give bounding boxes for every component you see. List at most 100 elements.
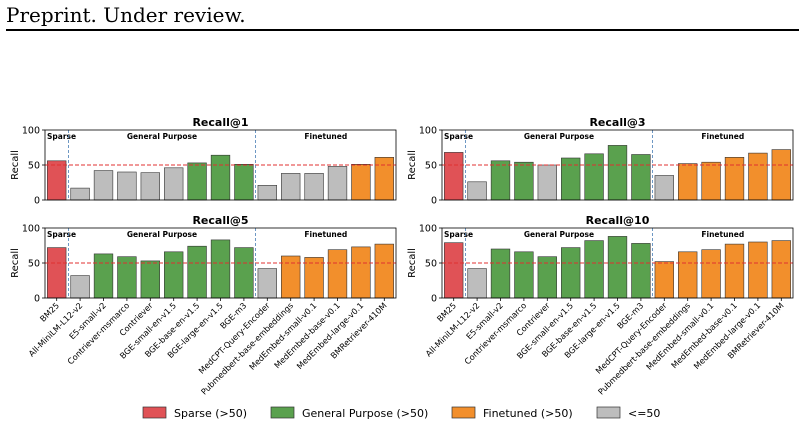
recall-1-bar-9 <box>234 164 254 201</box>
recall-3-ylabel: Recall <box>407 150 418 180</box>
recall-1-bar-12 <box>304 173 324 201</box>
recall-5-group-label-finetuned: Finetuned <box>304 230 347 239</box>
recall-10-group-label-finetuned: Finetuned <box>701 230 744 239</box>
recall-10-bar-7 <box>584 240 604 299</box>
recall-5-bar-10 <box>257 268 277 299</box>
legend-label-1: Sparse (>50) <box>174 407 247 420</box>
recall-5-ytick-label: 0 <box>34 294 40 305</box>
recall-1-group-label-finetuned: Finetuned <box>304 132 347 141</box>
recall-3-bar-6 <box>561 157 581 201</box>
recall-5-bar-2 <box>70 275 90 299</box>
recall-3-ytick-label: 50 <box>425 161 437 172</box>
recall-10-bar-6 <box>561 247 581 299</box>
recall-1-title: Recall@1 <box>192 116 248 129</box>
recall-10-bar-1 <box>444 242 464 299</box>
recall-1-bar-6 <box>164 167 184 201</box>
recall-5-bar-3 <box>93 253 114 299</box>
recall-10-group-label-sparse: Sparse <box>444 230 473 239</box>
recall-1-ytick-label: 0 <box>34 196 40 207</box>
recall-1-group-label-general: General Purpose <box>127 132 197 141</box>
recall-10-bar-10 <box>654 261 674 299</box>
recall-3-bar-1 <box>444 152 464 201</box>
recall-5-bar-9 <box>234 247 254 299</box>
recall-1-bar-7 <box>187 162 207 201</box>
recall-5-title: Recall@5 <box>192 214 248 227</box>
recall-1-bar-14 <box>351 164 371 201</box>
recall-3-bar-11 <box>678 163 698 201</box>
recall-10-ytick-label: 50 <box>425 259 437 270</box>
recall-10-title: Recall@10 <box>586 214 650 227</box>
legend-swatch-3 <box>451 406 476 419</box>
header-text: Preprint. Under review. <box>6 3 246 27</box>
recall-5-ytick-label: 100 <box>22 224 40 235</box>
recall-10-bar-14 <box>748 241 768 299</box>
recall-3-bar-12 <box>701 161 721 201</box>
recall-3-bar-10 <box>654 175 674 201</box>
recall-5-bar-7 <box>187 245 207 299</box>
recall-3-bar-9 <box>631 154 651 201</box>
recall-10-ylabel: Recall <box>407 248 418 278</box>
recall-1-bar-10 <box>257 185 277 201</box>
recall-1-bar-4 <box>117 171 137 201</box>
recall-5-bar-8 <box>210 239 231 299</box>
recall-3-title: Recall@3 <box>589 116 645 129</box>
recall-10-bar-12 <box>701 249 721 299</box>
recall-10-bar-8 <box>607 236 628 299</box>
recall-3-bar-4 <box>514 161 534 201</box>
recall-3-bar-3 <box>490 160 511 201</box>
recall-1-group-label-sparse: Sparse <box>47 132 76 141</box>
recall-3-axes-frame <box>441 129 794 201</box>
page-header: Preprint. Under review. <box>0 0 804 34</box>
recall-10-bar-2 <box>467 268 487 299</box>
recall-1-bar-8 <box>210 154 231 201</box>
recall-10-group-label-general: General Purpose <box>524 230 594 239</box>
recall-1-ytick-label: 50 <box>28 161 40 172</box>
recall-5-ytick-label: 50 <box>28 259 40 270</box>
recall-10-bar-4 <box>514 251 534 299</box>
recall-5-bar-14 <box>351 246 371 299</box>
header-rule <box>6 29 799 31</box>
recall-3-ytick-label: 0 <box>431 196 437 207</box>
recall-1-bar-2 <box>70 187 90 201</box>
recall-5-bar-15 <box>374 243 394 299</box>
legend-swatch-2 <box>270 406 295 419</box>
recall-10-bar-13 <box>724 243 745 299</box>
recall-10-ytick-label: 100 <box>419 224 437 235</box>
recall-1-ytick-label: 100 <box>22 126 40 137</box>
recall-5-bar-5 <box>140 260 160 299</box>
recall-3-bar-5 <box>537 164 557 201</box>
recall-5-bar-6 <box>164 251 184 299</box>
recall-1-bar-5 <box>140 172 160 201</box>
recall-1-bar-1 <box>47 160 67 201</box>
recall-10-bar-15 <box>771 240 791 299</box>
recall-3-group-label-finetuned: Finetuned <box>701 132 744 141</box>
legend-label-3: Finetuned (>50) <box>483 407 573 420</box>
recall-5-group-label-sparse: Sparse <box>47 230 76 239</box>
recall-10-bar-11 <box>678 251 698 299</box>
recall-5-bar-12 <box>304 257 324 299</box>
recall-1-bar-13 <box>327 166 348 201</box>
recall-10-bar-3 <box>490 248 511 299</box>
recall-1-bar-11 <box>281 173 301 201</box>
recall-3-group-label-sparse: Sparse <box>444 132 473 141</box>
recall-1-bar-15 <box>374 157 394 201</box>
recall-3-bar-13 <box>724 157 745 201</box>
recall-1-axes-frame <box>44 129 397 201</box>
recall-3-bar-8 <box>607 145 628 201</box>
recall-5-bar-13 <box>327 249 348 299</box>
recall-3-bar-2 <box>467 181 487 201</box>
legend-label-2: General Purpose (>50) <box>302 407 428 420</box>
recall-3-bar-14 <box>748 152 768 201</box>
recall-5-group-label-general: General Purpose <box>127 230 197 239</box>
recall-3-bar-7 <box>584 153 604 201</box>
recall-1-ylabel: Recall <box>10 150 21 180</box>
legend-swatch-1 <box>142 406 167 419</box>
recall-5-ylabel: Recall <box>10 248 21 278</box>
recall-1-bar-3 <box>93 170 114 201</box>
recall-5-bar-11 <box>281 255 301 299</box>
recall-10-bar-9 <box>631 243 651 299</box>
recall-3-ytick-label: 100 <box>419 126 437 137</box>
legend-swatch-4 <box>596 406 621 419</box>
legend-label-4: <=50 <box>628 407 660 420</box>
